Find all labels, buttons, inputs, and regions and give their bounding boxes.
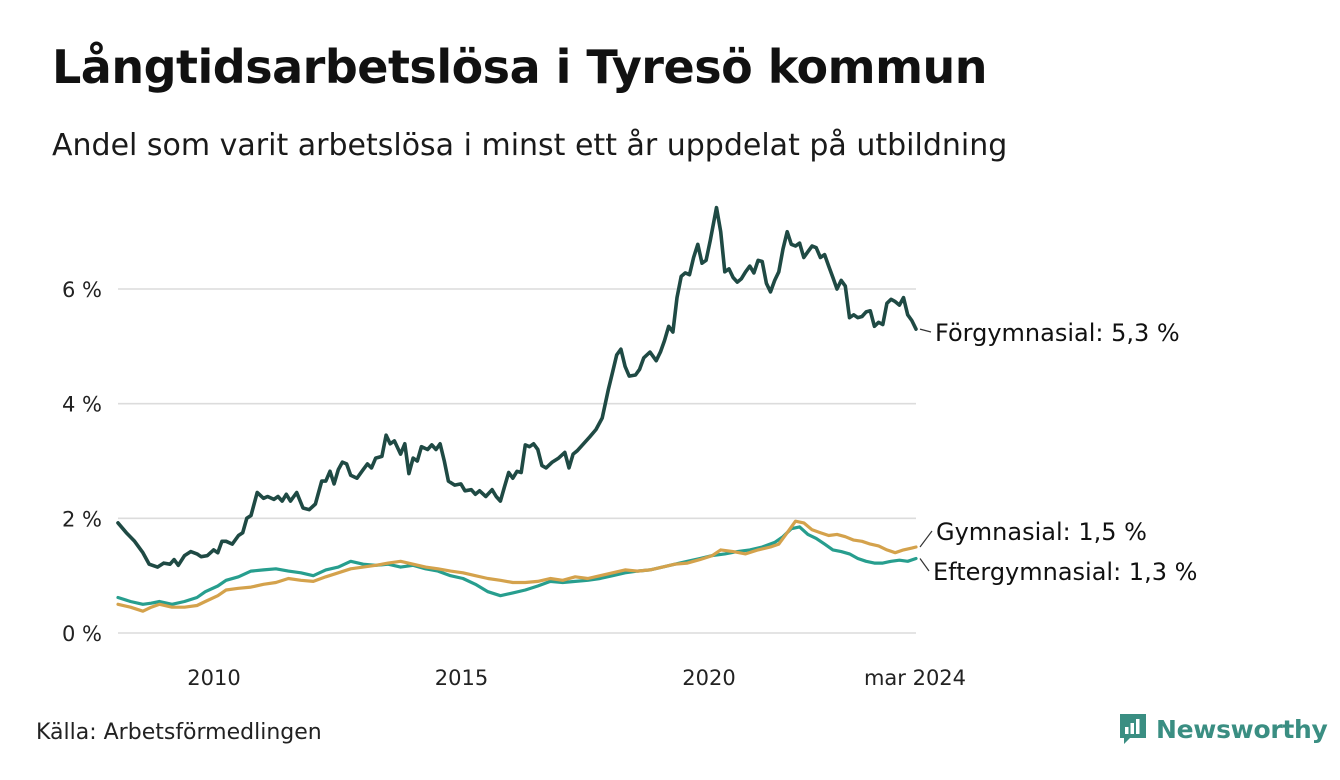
x-axis: 2010 2015 2020 mar 2024 — [187, 666, 966, 690]
x-tick-label: 2010 — [187, 666, 240, 690]
chart-title: Långtidsarbetslösa i Tyresö kommun — [52, 40, 988, 94]
label-connector — [919, 530, 933, 548]
x-tick-label: 2015 — [435, 666, 488, 690]
x-tick-label: 2020 — [682, 666, 735, 690]
y-tick-label: 2 % — [62, 507, 102, 531]
series-label-förgymnasial: Förgymnasial: 5,3 % — [935, 319, 1180, 347]
chart-subtitle: Andel som varit arbetslösa i minst ett å… — [52, 128, 1008, 163]
series-line-gymnasial — [116, 519, 918, 613]
newsworthy-logo-icon — [1120, 714, 1146, 744]
series-lines — [116, 205, 918, 613]
line-chart: 0 % 2 % 4 % 6 % 2010 2015 2020 mar 2024 Förgym… — [62, 205, 1197, 690]
newsworthy-brand[interactable]: Newsworthy — [1118, 712, 1328, 746]
label-connector — [919, 558, 930, 572]
series-line-eftergymnasial — [116, 525, 918, 606]
y-axis: 0 % 2 % 4 % 6 % — [62, 278, 102, 646]
label-connector — [919, 328, 932, 333]
y-tick-label: 4 % — [62, 393, 102, 417]
y-tick-label: 0 % — [62, 622, 102, 646]
brand-name: Newsworthy — [1156, 714, 1328, 744]
y-tick-label: 6 % — [62, 278, 102, 302]
gridlines — [118, 288, 916, 634]
series-labels: Förgymnasial: 5,3 % Gymnasial: 1,5 % Efter… — [919, 319, 1197, 586]
source-note: Källa: Arbetsförmedlingen — [36, 720, 322, 745]
series-label-eftergymnasial: Eftergymnasial: 1,3 % — [933, 558, 1197, 586]
x-tick-label: mar 2024 — [864, 666, 966, 690]
series-line-förgymnasial — [116, 205, 918, 569]
series-label-gymnasial: Gymnasial: 1,5 % — [936, 518, 1147, 546]
